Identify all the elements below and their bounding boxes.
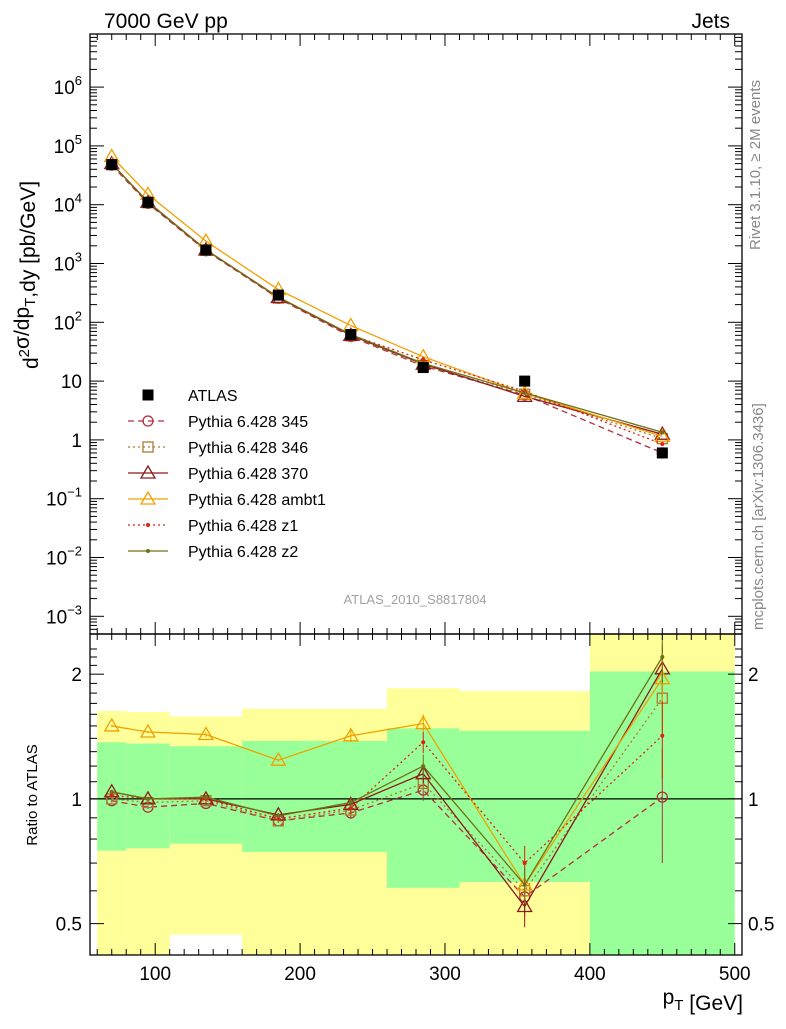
ratio-point-z1	[421, 740, 426, 745]
ratio-series-group	[103, 634, 671, 928]
main-series-group	[103, 148, 671, 459]
ratio-y-tick-label-right: 1	[748, 790, 759, 811]
ratio-point-z2	[522, 882, 527, 887]
ratio-y-tick-label-left: 0.5	[56, 915, 82, 936]
ratio-point-p370	[516, 898, 533, 913]
y-tick-label: 106	[54, 73, 82, 99]
ratio-point-z2	[145, 796, 150, 801]
ratio-point-z2	[348, 800, 353, 805]
band-inner	[242, 740, 388, 852]
legend-label-p346: Pythia 6.428 346	[188, 440, 308, 457]
ratio-point-ambt1	[103, 717, 120, 732]
ratio-point-z1	[660, 733, 665, 738]
ratio-point-ambt1	[342, 727, 359, 742]
y-tick-label: 105	[54, 132, 82, 158]
ratio-y-tick-label-right: 2	[748, 665, 759, 686]
ratio-point-z1	[276, 816, 281, 821]
ratio-line-p345	[111, 789, 663, 898]
x-tick-label: 500	[719, 964, 751, 985]
ratio-point-z1	[522, 861, 527, 866]
ratio-y-tick-label-left: 2	[71, 665, 82, 686]
y-tick-label: 102	[54, 308, 82, 334]
main-point-z2	[522, 390, 527, 395]
legend-marker-z1	[146, 523, 150, 527]
legend-marker-p346	[142, 441, 154, 453]
ratio-bands	[90, 634, 742, 955]
legend-marker-ambt1	[139, 490, 157, 505]
data-point	[656, 447, 668, 459]
main-line-ambt1	[111, 156, 663, 437]
data-point	[519, 375, 531, 387]
data-point	[142, 196, 154, 208]
main-line-p345	[111, 164, 663, 454]
x-tick-label: 100	[139, 964, 171, 985]
main-point-p370	[516, 388, 533, 403]
ratio-point-p370	[415, 765, 432, 780]
ratio-point-ambt1	[139, 723, 157, 738]
y-axis-title-main: d2σ/dpT,dy [pb/GeV]	[11, 181, 43, 369]
legend-marker-p345	[142, 415, 154, 427]
y-tick-label: 10−3	[46, 602, 82, 628]
ratio-line-p346	[111, 697, 663, 892]
legend-label-z2: Pythia 6.428 z2	[188, 544, 298, 561]
y-tick-label: 103	[54, 250, 82, 276]
main-point-z2	[660, 430, 665, 435]
y-tick-label: 10−2	[46, 543, 82, 569]
main-point-p370	[654, 425, 671, 440]
ratio-y-tick-label-left: 1	[71, 790, 82, 811]
ratio-point-ambt1	[654, 670, 671, 685]
legend-label-data: ATLAS	[188, 388, 238, 405]
y-tick-label: 10	[61, 372, 82, 393]
band-inner	[169, 746, 243, 844]
ratio-point-z2	[421, 764, 426, 769]
x-axis-title: pT [GeV]	[663, 986, 743, 1015]
ratio-point-z1	[109, 793, 114, 798]
ratio-line-ambt1	[111, 678, 663, 887]
ratio-point-p345	[656, 791, 668, 803]
analysis-id: ATLAS_2010_S8817804	[344, 592, 487, 607]
legend: ATLAS Pythia 6.428 345 Pythia 6.428 346 Pyt…	[128, 388, 326, 561]
ratio-point-ambt1	[197, 726, 215, 741]
beam-label: 7000 GeV pp	[104, 10, 228, 33]
data-point	[345, 329, 357, 341]
x-tick-label: 300	[429, 964, 461, 985]
y-tick-label: 1	[71, 431, 82, 452]
main-point-z1	[660, 442, 665, 447]
ratio-point-z2	[109, 789, 114, 794]
data-point	[106, 159, 118, 171]
data-point	[272, 289, 284, 301]
data-point	[200, 244, 212, 256]
legend-label-p345: Pythia 6.428 345	[188, 414, 308, 431]
rivet-info: Rivet 3.1.10, ≥ 2M events	[747, 80, 764, 250]
legend-label-z1: Pythia 6.428 z1	[188, 518, 298, 535]
legend-marker-p370	[139, 464, 157, 479]
ratio-y-tick-label-right: 0.5	[748, 915, 774, 936]
legend-label-ambt1: Pythia 6.428 ambt1	[188, 492, 326, 509]
x-tick-label: 200	[284, 964, 316, 985]
x-tick-label: 400	[574, 964, 606, 985]
legend-marker-data	[142, 389, 154, 401]
ratio-point-z2	[660, 655, 665, 660]
y-axis-title-ratio: Ratio to ATLAS	[24, 744, 41, 845]
ratio-point-z2	[203, 795, 208, 800]
data-point	[417, 362, 429, 374]
main-line-z2	[111, 163, 663, 433]
main-point-z1	[421, 357, 426, 362]
legend-label-p370: Pythia 6.428 370	[188, 466, 308, 483]
ratio-point-z2	[276, 813, 281, 818]
axes-group: 100 200 300 400 500 10−3 10−2 10−1 1 10 102 103 104 1…	[46, 33, 774, 985]
ratio-point-ambt1	[415, 715, 432, 730]
process-label: Jets	[691, 10, 730, 33]
y-tick-label: 104	[54, 191, 82, 217]
mcplots-ref: mcplots.cern.ch [arXiv:1306.3436]	[750, 403, 767, 630]
legend-marker-z2	[146, 549, 150, 553]
ratio-line-z2	[111, 656, 663, 887]
ratio-point-ambt1	[270, 751, 287, 766]
main-point-ambt1	[654, 428, 671, 442]
y-tick-label: 10−1	[46, 485, 82, 511]
